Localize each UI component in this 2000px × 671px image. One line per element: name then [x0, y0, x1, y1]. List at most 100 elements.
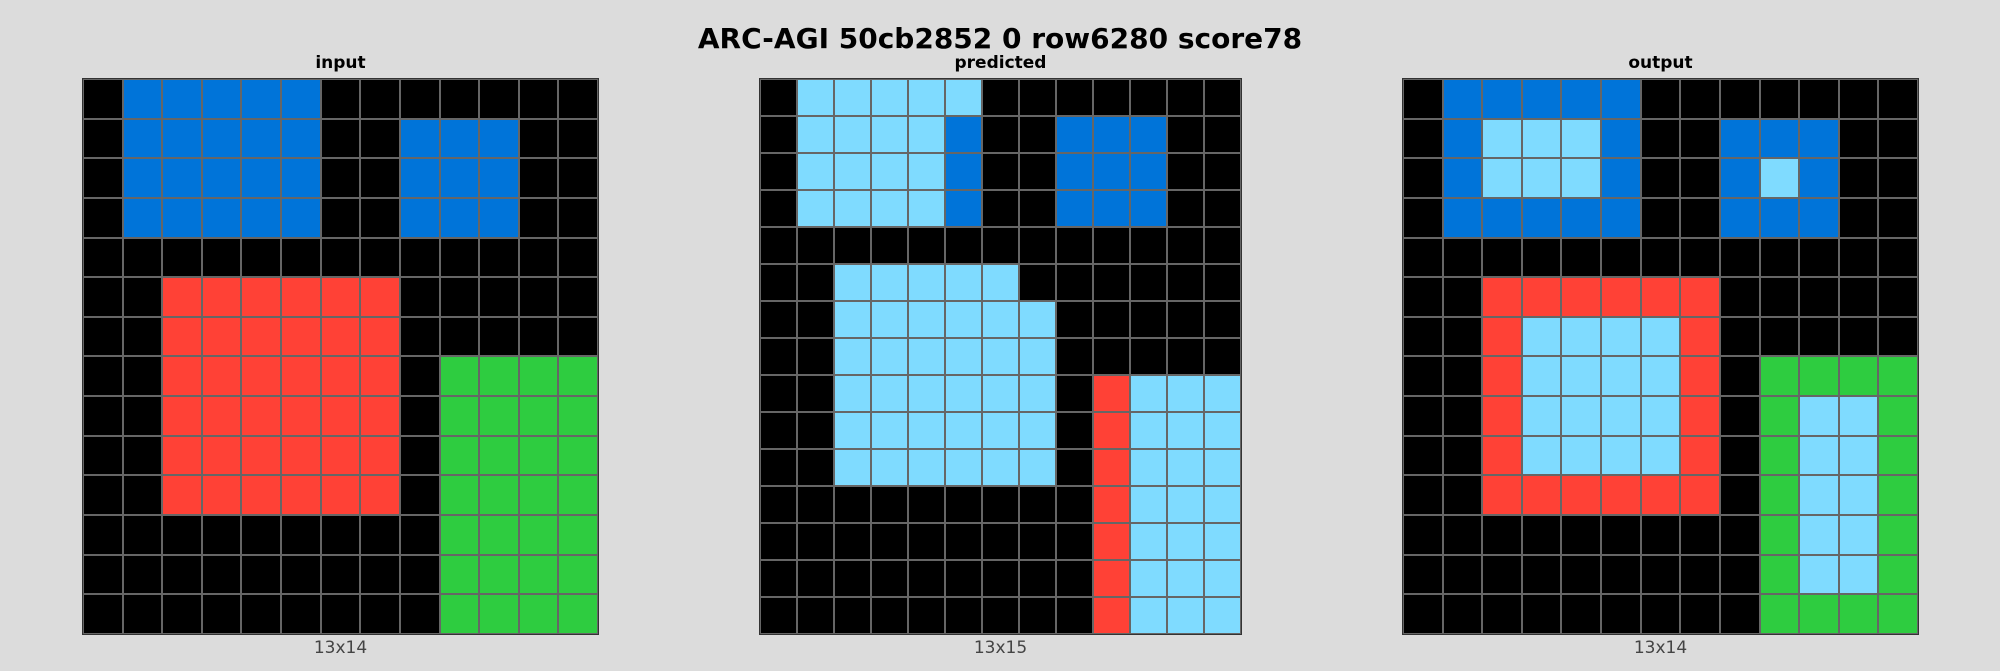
grid-cell [1561, 554, 1602, 595]
grid-cell [945, 375, 982, 412]
grid-cell [760, 301, 797, 338]
grid-cell [1759, 435, 1800, 476]
grid-cell [241, 277, 282, 317]
grid-cell [1204, 523, 1241, 560]
grid-cell [982, 301, 1019, 338]
grid-cell [83, 554, 123, 595]
grid-cell [797, 116, 834, 153]
grid-cell [360, 118, 400, 159]
grid-cell [1130, 412, 1167, 449]
grid-cell [241, 435, 282, 476]
grid-cell [908, 116, 945, 153]
grid-cell [1640, 237, 1681, 278]
grid-cell [1403, 277, 1443, 317]
grid-cell [439, 356, 480, 397]
grid-cell [558, 79, 598, 119]
grid-cell [518, 356, 559, 397]
grid-cell [558, 316, 598, 357]
grid-cell [1521, 79, 1562, 119]
grid-cell [1093, 597, 1130, 634]
grid-cell [797, 597, 834, 634]
grid-cell [908, 523, 945, 560]
grid-cell [320, 316, 361, 357]
grid-cell [908, 338, 945, 375]
grid-cell [439, 594, 480, 634]
grid-cell [945, 264, 982, 301]
grid-cell [1521, 356, 1562, 397]
grid-cell [83, 396, 123, 436]
grid-cell [1056, 338, 1093, 375]
grid-cell [201, 594, 242, 634]
grid-cell [1719, 396, 1760, 436]
panel-label-predicted: predicted [954, 53, 1047, 73]
grid-cell [518, 316, 559, 357]
grid-cell [1167, 597, 1204, 634]
grid-cell [1403, 594, 1443, 634]
grid-cell [1093, 264, 1130, 301]
grid-cell [1561, 435, 1602, 476]
grid-cell [558, 197, 598, 238]
grid-cell [162, 594, 202, 634]
grid-cell [1442, 197, 1483, 238]
grid-cell [1719, 554, 1760, 595]
grid-cell [1838, 197, 1879, 238]
grid-cell [908, 79, 945, 116]
grid-cell [1838, 515, 1879, 555]
grid-cell [320, 554, 361, 595]
grid-cell [241, 475, 282, 516]
grid-cell [1759, 237, 1800, 278]
grid-cell [518, 237, 559, 278]
grid-cell [281, 118, 321, 159]
grid-cell [1640, 475, 1681, 516]
grid-cell [797, 412, 834, 449]
grid-cell [871, 227, 908, 264]
grid-cell [1130, 560, 1167, 597]
grid-cell [1680, 396, 1720, 436]
panel-label-input: input [315, 53, 366, 73]
grid-cell [162, 197, 202, 238]
grid-cell [162, 554, 202, 595]
grid-cell [399, 316, 440, 357]
grid-cell [399, 396, 440, 436]
grid-cell [1799, 594, 1839, 634]
grid-cell [1601, 475, 1641, 516]
grid-cell [162, 475, 202, 516]
grid-cell [1680, 237, 1720, 278]
grid-cell [399, 197, 440, 238]
grid-cell [320, 158, 361, 198]
grid-cell [558, 396, 598, 436]
grid-cell [1204, 375, 1241, 412]
grid-cell [797, 560, 834, 597]
grid-cell [241, 594, 282, 634]
grid-cell [201, 158, 242, 198]
grid-cell [1640, 356, 1681, 397]
grid-cell [122, 435, 163, 476]
grid-cell [479, 435, 519, 476]
grid-cell [1204, 153, 1241, 190]
grid-cell [945, 449, 982, 486]
grid-cell [1482, 594, 1522, 634]
grid-cell [281, 237, 321, 278]
grid-cell [1056, 560, 1093, 597]
grid-cell [1878, 515, 1918, 555]
grid-cell [1838, 277, 1879, 317]
grid-cell [1759, 356, 1800, 397]
grid-cell [760, 597, 797, 634]
grid-cell [1403, 118, 1443, 159]
grid-cell [1167, 449, 1204, 486]
grid-cell [1482, 356, 1522, 397]
grid-cell [1167, 375, 1204, 412]
grid-cell [982, 153, 1019, 190]
grid-cell [797, 486, 834, 523]
grid-cell [1442, 356, 1483, 397]
grid-cell [122, 515, 163, 555]
grid-cell [1521, 554, 1562, 595]
grid-cell [1759, 554, 1800, 595]
grid-cell [1799, 277, 1839, 317]
grid-cell [1056, 301, 1093, 338]
grid-cell [760, 449, 797, 486]
grid-cell [1680, 118, 1720, 159]
grid-cell [908, 301, 945, 338]
grid-cell [1204, 301, 1241, 338]
grid-cell [834, 79, 871, 116]
